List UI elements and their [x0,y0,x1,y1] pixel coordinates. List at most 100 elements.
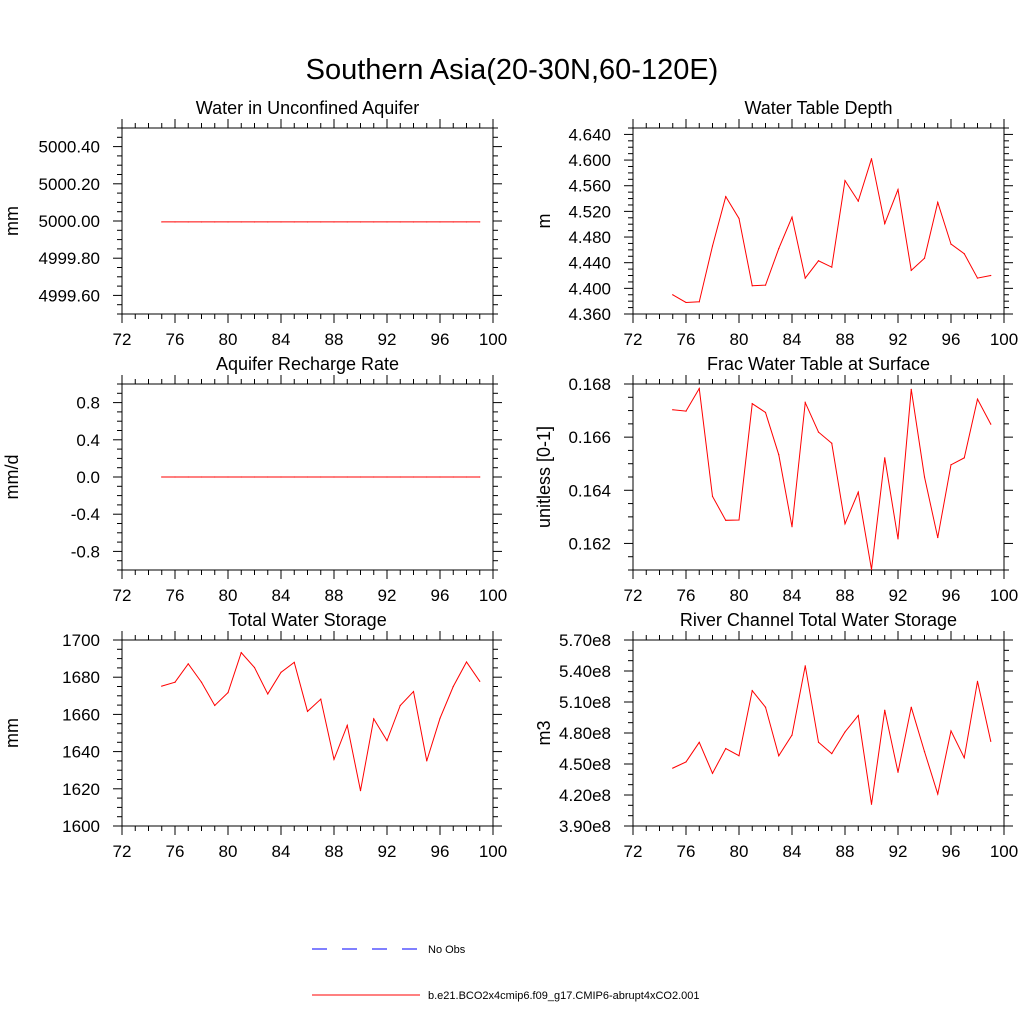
x-tick-label-p4: 92 [889,586,908,605]
y-axis-label-p6: m3 [534,720,554,745]
chart-p4: Frac Water Table at Surface 72 76 80 84 88 92 9… [534,354,1018,605]
data-point-p5 [320,698,322,700]
data-point-p1 [253,221,256,223]
data-point-p4 [778,454,780,456]
data-point-p5 [373,718,375,720]
data-point-p1 [386,221,388,223]
chart-p1: Water in Unconfined Aquifer 72 76 80 84 88 92 9… [2,98,507,349]
x-tick-label-p2: 84 [783,330,802,349]
y-axis-label-p5: mm [2,718,22,748]
data-point-p4 [804,402,806,404]
data-point-p5 [412,690,415,693]
data-point-p1 [320,221,322,223]
y-tick-label-p3: 0.8 [76,394,100,413]
data-point-p1 [214,221,216,223]
x-tick-label-p2: 76 [677,330,696,349]
data-point-p2 [738,217,740,220]
data-point-p4 [711,495,714,497]
data-point-p3 [293,476,295,478]
y-tick-label-p6: 4.80e8 [559,724,611,743]
data-point-p3 [174,476,176,478]
data-point-p2 [804,277,806,279]
x-tick-label-p6: 84 [783,842,802,861]
data-point-p6 [817,741,820,743]
data-point-p4 [725,519,727,521]
data-point-p5 [293,661,295,663]
x-tick-label-p3: 88 [325,586,344,605]
data-point-p1 [452,221,454,223]
data-point-p3 [373,476,375,478]
data-point-p6 [791,734,793,736]
y-axis-label-p1: mm [2,206,22,236]
data-point-p6 [910,706,912,708]
data-point-p6 [751,690,753,692]
data-point-p6 [804,665,806,667]
data-point-p5 [253,666,256,669]
chart-p5: Total Water Storage 72 76 80 84 88 92 96 100 1600… [2,610,507,861]
y-tick-label-p5: 1660 [62,705,100,724]
y-tick-label-p2: 4.560 [568,177,611,196]
data-point-p6 [698,741,700,743]
data-point-p3 [320,476,322,478]
x-tick-label-p6: 76 [677,842,696,861]
data-point-p2 [791,216,793,218]
data-point-p4 [937,536,939,539]
x-tick-label-p5: 84 [272,842,291,861]
data-point-p3 [439,476,441,478]
y-tick-label-p5: 1620 [62,780,100,799]
data-point-p5 [227,692,229,694]
x-tick-label-p6: 80 [730,842,749,861]
x-tick-label-p3: 96 [431,586,450,605]
y-tick-label-p2: 4.360 [568,305,611,324]
x-tick-label-p5: 96 [431,842,450,861]
x-tick-label-p2: 96 [942,330,961,349]
data-point-p6 [711,772,714,774]
data-point-p3 [240,476,242,478]
y-tick-label-p1: 5000.00 [39,212,100,231]
data-point-p5 [465,661,468,663]
data-point-p4 [751,403,753,405]
data-point-p2 [990,274,992,277]
data-point-p1 [280,221,282,223]
data-point-p4 [910,388,912,390]
x-tick-label-p3: 100 [479,586,507,605]
y-tick-label-p5: 1640 [62,743,100,762]
plots-area: Water in Unconfined Aquifer 72 76 80 84 88 92 9… [2,98,1018,861]
x-tick-label-p4: 84 [783,586,802,605]
x-tick-label-p5: 76 [166,842,185,861]
data-point-p4 [791,526,793,528]
data-point-p6 [844,731,846,733]
y-tick-label-p3: 0.4 [76,431,100,450]
data-point-p2 [764,284,767,286]
data-point-p6 [738,755,740,757]
data-point-p2 [844,179,846,182]
data-point-p5 [386,740,388,742]
y-axis-label-p3: mm/d [2,455,22,500]
data-point-p5 [306,710,309,713]
x-tick-label-p1: 84 [272,330,291,349]
x-tick-label-p5: 88 [325,842,344,861]
y-tick-label-p1: 4999.80 [39,249,100,268]
data-point-p1 [187,221,189,223]
data-point-p3 [479,476,481,478]
legend-item-run: b.e21.BCO2x4cmip6.f09_g17.CMIP6-abrupt4x… [312,990,700,1002]
y-tick-label-p2: 4.480 [568,228,611,247]
x-tick-label-p1: 72 [113,330,132,349]
x-tick-label-p3: 92 [378,586,397,605]
data-point-p1 [426,221,428,223]
x-tick-label-p6: 100 [990,842,1018,861]
data-point-p2 [910,269,912,271]
plot-frame-p6 [632,639,1005,827]
data-point-p5 [200,681,203,683]
y-tick-label-p3: -0.4 [71,505,100,524]
data-point-p3 [187,476,189,478]
x-tick-label-p6: 96 [942,842,961,861]
data-point-p2 [831,266,833,268]
chart-p6: River Channel Total Water Storage 72 76 80 8… [534,610,1018,861]
y-tick-label-p2: 4.520 [568,202,611,221]
y-tick-label-p2: 4.600 [568,151,611,170]
data-point-p5 [267,693,269,695]
data-point-p1 [333,221,335,223]
x-tick-label-p4: 100 [990,586,1018,605]
data-point-p4 [870,568,873,571]
